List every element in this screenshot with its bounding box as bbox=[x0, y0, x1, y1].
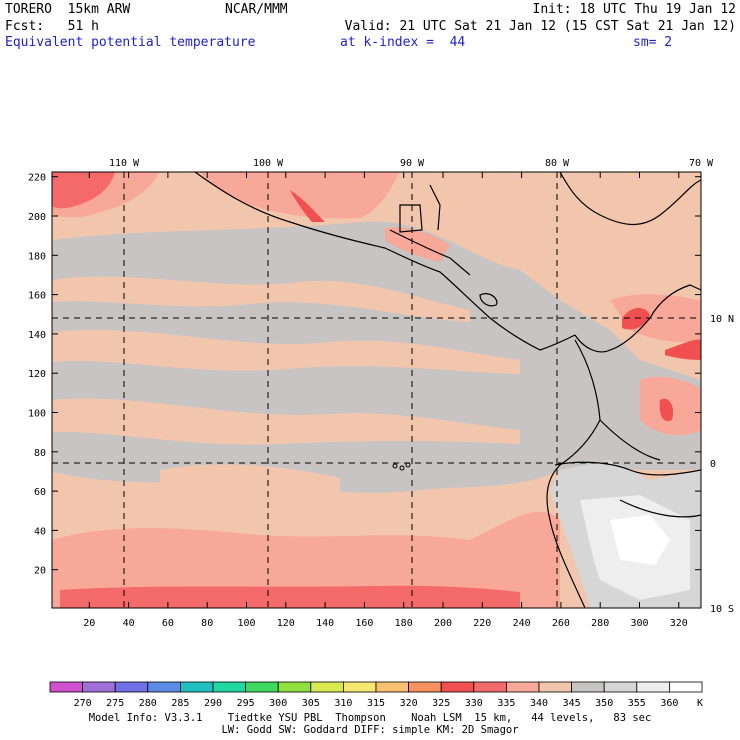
colorbar-label: 315 bbox=[367, 698, 385, 709]
longitude-label: 110 W bbox=[109, 158, 140, 169]
field-name: Equivalent potential temperature bbox=[5, 35, 256, 50]
colorbar-label: 325 bbox=[432, 698, 450, 709]
y-tick-label: 180 bbox=[28, 251, 46, 262]
y-tick-label: 20 bbox=[34, 566, 46, 577]
x-tick-label: 200 bbox=[434, 618, 452, 629]
colorbar-label: 285 bbox=[171, 698, 189, 709]
model-title: TORERO 15km ARW bbox=[5, 2, 131, 17]
org-label: NCAR/MMM bbox=[225, 2, 288, 17]
x-tick-label: 20 bbox=[83, 618, 95, 629]
longitude-label: 70 W bbox=[689, 158, 714, 169]
x-tick-label: 280 bbox=[591, 618, 609, 629]
colorbar-label: 355 bbox=[628, 698, 646, 709]
x-tick-label: 120 bbox=[277, 618, 295, 629]
axis-tick-labels: 20 40 60 80 100 120 140 160 180 200 220 240 260 280 30… bbox=[28, 158, 734, 629]
colorbar-swatch bbox=[538, 681, 572, 693]
colorbar-swatch bbox=[473, 681, 507, 693]
colorbar-swatch bbox=[277, 681, 312, 693]
colorbar-unit: K bbox=[697, 698, 703, 709]
x-tick-label: 160 bbox=[355, 618, 373, 629]
y-tick-label: 40 bbox=[34, 526, 46, 537]
y-tick-label: 200 bbox=[28, 212, 46, 223]
coastlines bbox=[194, 171, 702, 609]
model-info-line2: LW: Godd SW: Goddard DIFF: simple KM: 2D… bbox=[221, 724, 519, 736]
colorbar-label: 270 bbox=[74, 698, 92, 709]
colorbar-swatch bbox=[245, 681, 279, 693]
colorbar-label: 350 bbox=[595, 698, 613, 709]
latitude-label: 10 S bbox=[710, 604, 734, 615]
colorbar-swatch bbox=[179, 681, 214, 693]
colorbar-label: 280 bbox=[139, 698, 157, 709]
theta-e-field bbox=[52, 172, 701, 608]
colorbar-label: 320 bbox=[400, 698, 418, 709]
y-tick-label: 100 bbox=[28, 409, 46, 420]
colorbar-label: 275 bbox=[106, 698, 124, 709]
colorbar-swatch bbox=[636, 681, 670, 693]
smoothing-label: sm= 2 bbox=[633, 35, 673, 50]
colorbar-label: 300 bbox=[269, 698, 287, 709]
longitude-label: 100 W bbox=[253, 158, 284, 169]
y-tick-label: 220 bbox=[28, 173, 46, 184]
y-tick-label: 140 bbox=[28, 330, 46, 341]
colorbar-swatch bbox=[49, 681, 83, 693]
colorbar-swatch bbox=[440, 681, 475, 693]
x-tick-label: 40 bbox=[123, 618, 135, 629]
colorbar-label: 295 bbox=[237, 698, 255, 709]
y-tick-label: 120 bbox=[28, 369, 46, 380]
x-tick-label: 60 bbox=[162, 618, 174, 629]
colorbar-label: 305 bbox=[302, 698, 320, 709]
init-time: Init: 18 UTC Thu 19 Jan 12 bbox=[532, 2, 737, 17]
y-tick-label: 60 bbox=[34, 487, 46, 498]
valid-time: Valid: 21 UTC Sat 21 Jan 12 (15 CST Sat … bbox=[344, 19, 736, 34]
x-tick-label: 320 bbox=[670, 618, 688, 629]
axis-ticks bbox=[52, 172, 701, 608]
colorbar-label: 345 bbox=[563, 698, 581, 709]
colorbar-swatch bbox=[571, 681, 605, 693]
x-tick-label: 220 bbox=[473, 618, 491, 629]
x-tick-label: 300 bbox=[630, 618, 648, 629]
forecast-hour: Fcst: 51 h bbox=[5, 19, 99, 34]
colorbar-swatch bbox=[82, 681, 116, 693]
colorbar-swatch bbox=[669, 681, 703, 693]
colorbar-label: 335 bbox=[497, 698, 515, 709]
colorbar: 270 275 280 285 290 295 300 305 310 315 320 325 330 3… bbox=[49, 681, 703, 709]
colorbar-swatch bbox=[603, 681, 638, 693]
colorbar-label: 360 bbox=[660, 698, 678, 709]
model-info-line1: Model Info: V3.3.1 Tiedtke YSU PBL Thomp… bbox=[88, 712, 652, 724]
colorbar-label: 290 bbox=[204, 698, 222, 709]
x-tick-label: 260 bbox=[552, 618, 570, 629]
map-frame bbox=[51, 171, 702, 609]
x-tick-label: 180 bbox=[395, 618, 413, 629]
colorbar-swatch bbox=[147, 681, 181, 693]
galapagos-islands bbox=[392, 462, 411, 471]
x-tick-label: 100 bbox=[237, 618, 255, 629]
x-tick-label: 80 bbox=[201, 618, 213, 629]
colorbar-swatch bbox=[114, 681, 149, 693]
longitude-label: 90 W bbox=[400, 158, 425, 169]
x-tick-label: 240 bbox=[513, 618, 531, 629]
colorbar-swatch bbox=[212, 681, 246, 693]
colorbar-label: 310 bbox=[334, 698, 352, 709]
longitude-label: 80 W bbox=[545, 158, 570, 169]
latitude-label: 0 bbox=[710, 459, 716, 470]
latitude-label: 10 N bbox=[710, 314, 734, 325]
x-tick-label: 140 bbox=[316, 618, 334, 629]
colorbar-label: 340 bbox=[530, 698, 548, 709]
colorbar-swatch bbox=[505, 681, 540, 693]
colorbar-label: 330 bbox=[465, 698, 483, 709]
y-tick-label: 160 bbox=[28, 291, 46, 302]
colorbar-swatch bbox=[375, 681, 409, 693]
colorbar-swatch bbox=[342, 681, 377, 693]
level-label: at k-index = 44 bbox=[340, 35, 466, 50]
lat-lon-gridlines bbox=[52, 172, 701, 608]
colorbar-swatch bbox=[310, 681, 344, 693]
colorbar-swatch bbox=[408, 681, 442, 693]
y-tick-label: 80 bbox=[34, 448, 46, 459]
